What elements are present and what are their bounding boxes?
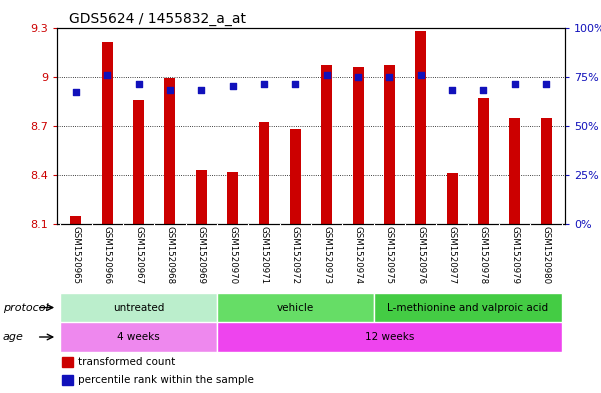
Point (353, 73, 363, 80)
Text: GSM1520967: GSM1520967 (134, 226, 143, 284)
Bar (165, 78, 175, 224)
Text: vehicle: vehicle (276, 303, 314, 312)
Point (102, 72, 112, 78)
Text: GSM1520970: GSM1520970 (228, 226, 237, 284)
Text: GSM1520976: GSM1520976 (416, 226, 426, 284)
Bar (133, 99, 144, 224)
Text: GSM1520977: GSM1520977 (448, 226, 457, 284)
Bar (321, 65, 332, 224)
Text: transformed count: transformed count (78, 357, 175, 367)
Text: GDS5624 / 1455832_a_at: GDS5624 / 1455832_a_at (69, 11, 246, 26)
Point (322, 72, 332, 78)
Bar (258, 123, 269, 224)
Point (197, 87, 206, 94)
Text: 12 weeks: 12 weeks (365, 332, 414, 342)
Text: GSM1520972: GSM1520972 (291, 226, 300, 284)
Text: GSM1520969: GSM1520969 (197, 226, 206, 284)
Bar (62, 357, 73, 367)
Text: GSM1520980: GSM1520980 (542, 226, 551, 284)
Point (259, 81, 269, 88)
Bar (290, 129, 301, 224)
Text: GSM1520968: GSM1520968 (165, 226, 174, 284)
Text: GSM1520979: GSM1520979 (510, 226, 519, 284)
Point (542, 81, 551, 88)
Text: 4 weeks: 4 weeks (117, 332, 160, 342)
Point (165, 87, 175, 94)
Point (385, 73, 394, 80)
Bar (509, 118, 520, 224)
Bar (60, 293, 217, 322)
Text: L-methionine and valproic acid: L-methionine and valproic acid (387, 303, 548, 312)
Text: protocol: protocol (3, 303, 49, 312)
Bar (196, 170, 207, 224)
Bar (227, 172, 238, 224)
Text: percentile rank within the sample: percentile rank within the sample (78, 375, 254, 385)
Point (416, 72, 426, 78)
Point (510, 81, 520, 88)
Bar (384, 65, 395, 224)
Bar (70, 216, 81, 224)
Text: age: age (3, 332, 24, 342)
Text: untreated: untreated (113, 303, 164, 312)
Point (228, 83, 237, 90)
Text: GSM1520965: GSM1520965 (72, 226, 81, 284)
Bar (541, 118, 552, 224)
Bar (447, 173, 457, 224)
Bar (217, 322, 562, 352)
Bar (353, 67, 364, 224)
Bar (102, 42, 113, 224)
Bar (60, 322, 217, 352)
Bar (415, 31, 426, 224)
Text: GSM1520978: GSM1520978 (479, 226, 488, 284)
Text: GSM1520975: GSM1520975 (385, 226, 394, 284)
Text: GSM1520974: GSM1520974 (353, 226, 362, 284)
Bar (374, 293, 562, 322)
Text: GSM1520966: GSM1520966 (103, 226, 112, 284)
Bar (217, 293, 374, 322)
Text: GSM1520973: GSM1520973 (322, 226, 331, 284)
Point (478, 87, 488, 94)
Bar (62, 375, 73, 385)
Bar (478, 98, 489, 224)
Point (134, 81, 144, 88)
Point (71, 89, 81, 95)
Point (290, 81, 300, 88)
Text: GSM1520971: GSM1520971 (260, 226, 269, 284)
Point (447, 87, 457, 94)
